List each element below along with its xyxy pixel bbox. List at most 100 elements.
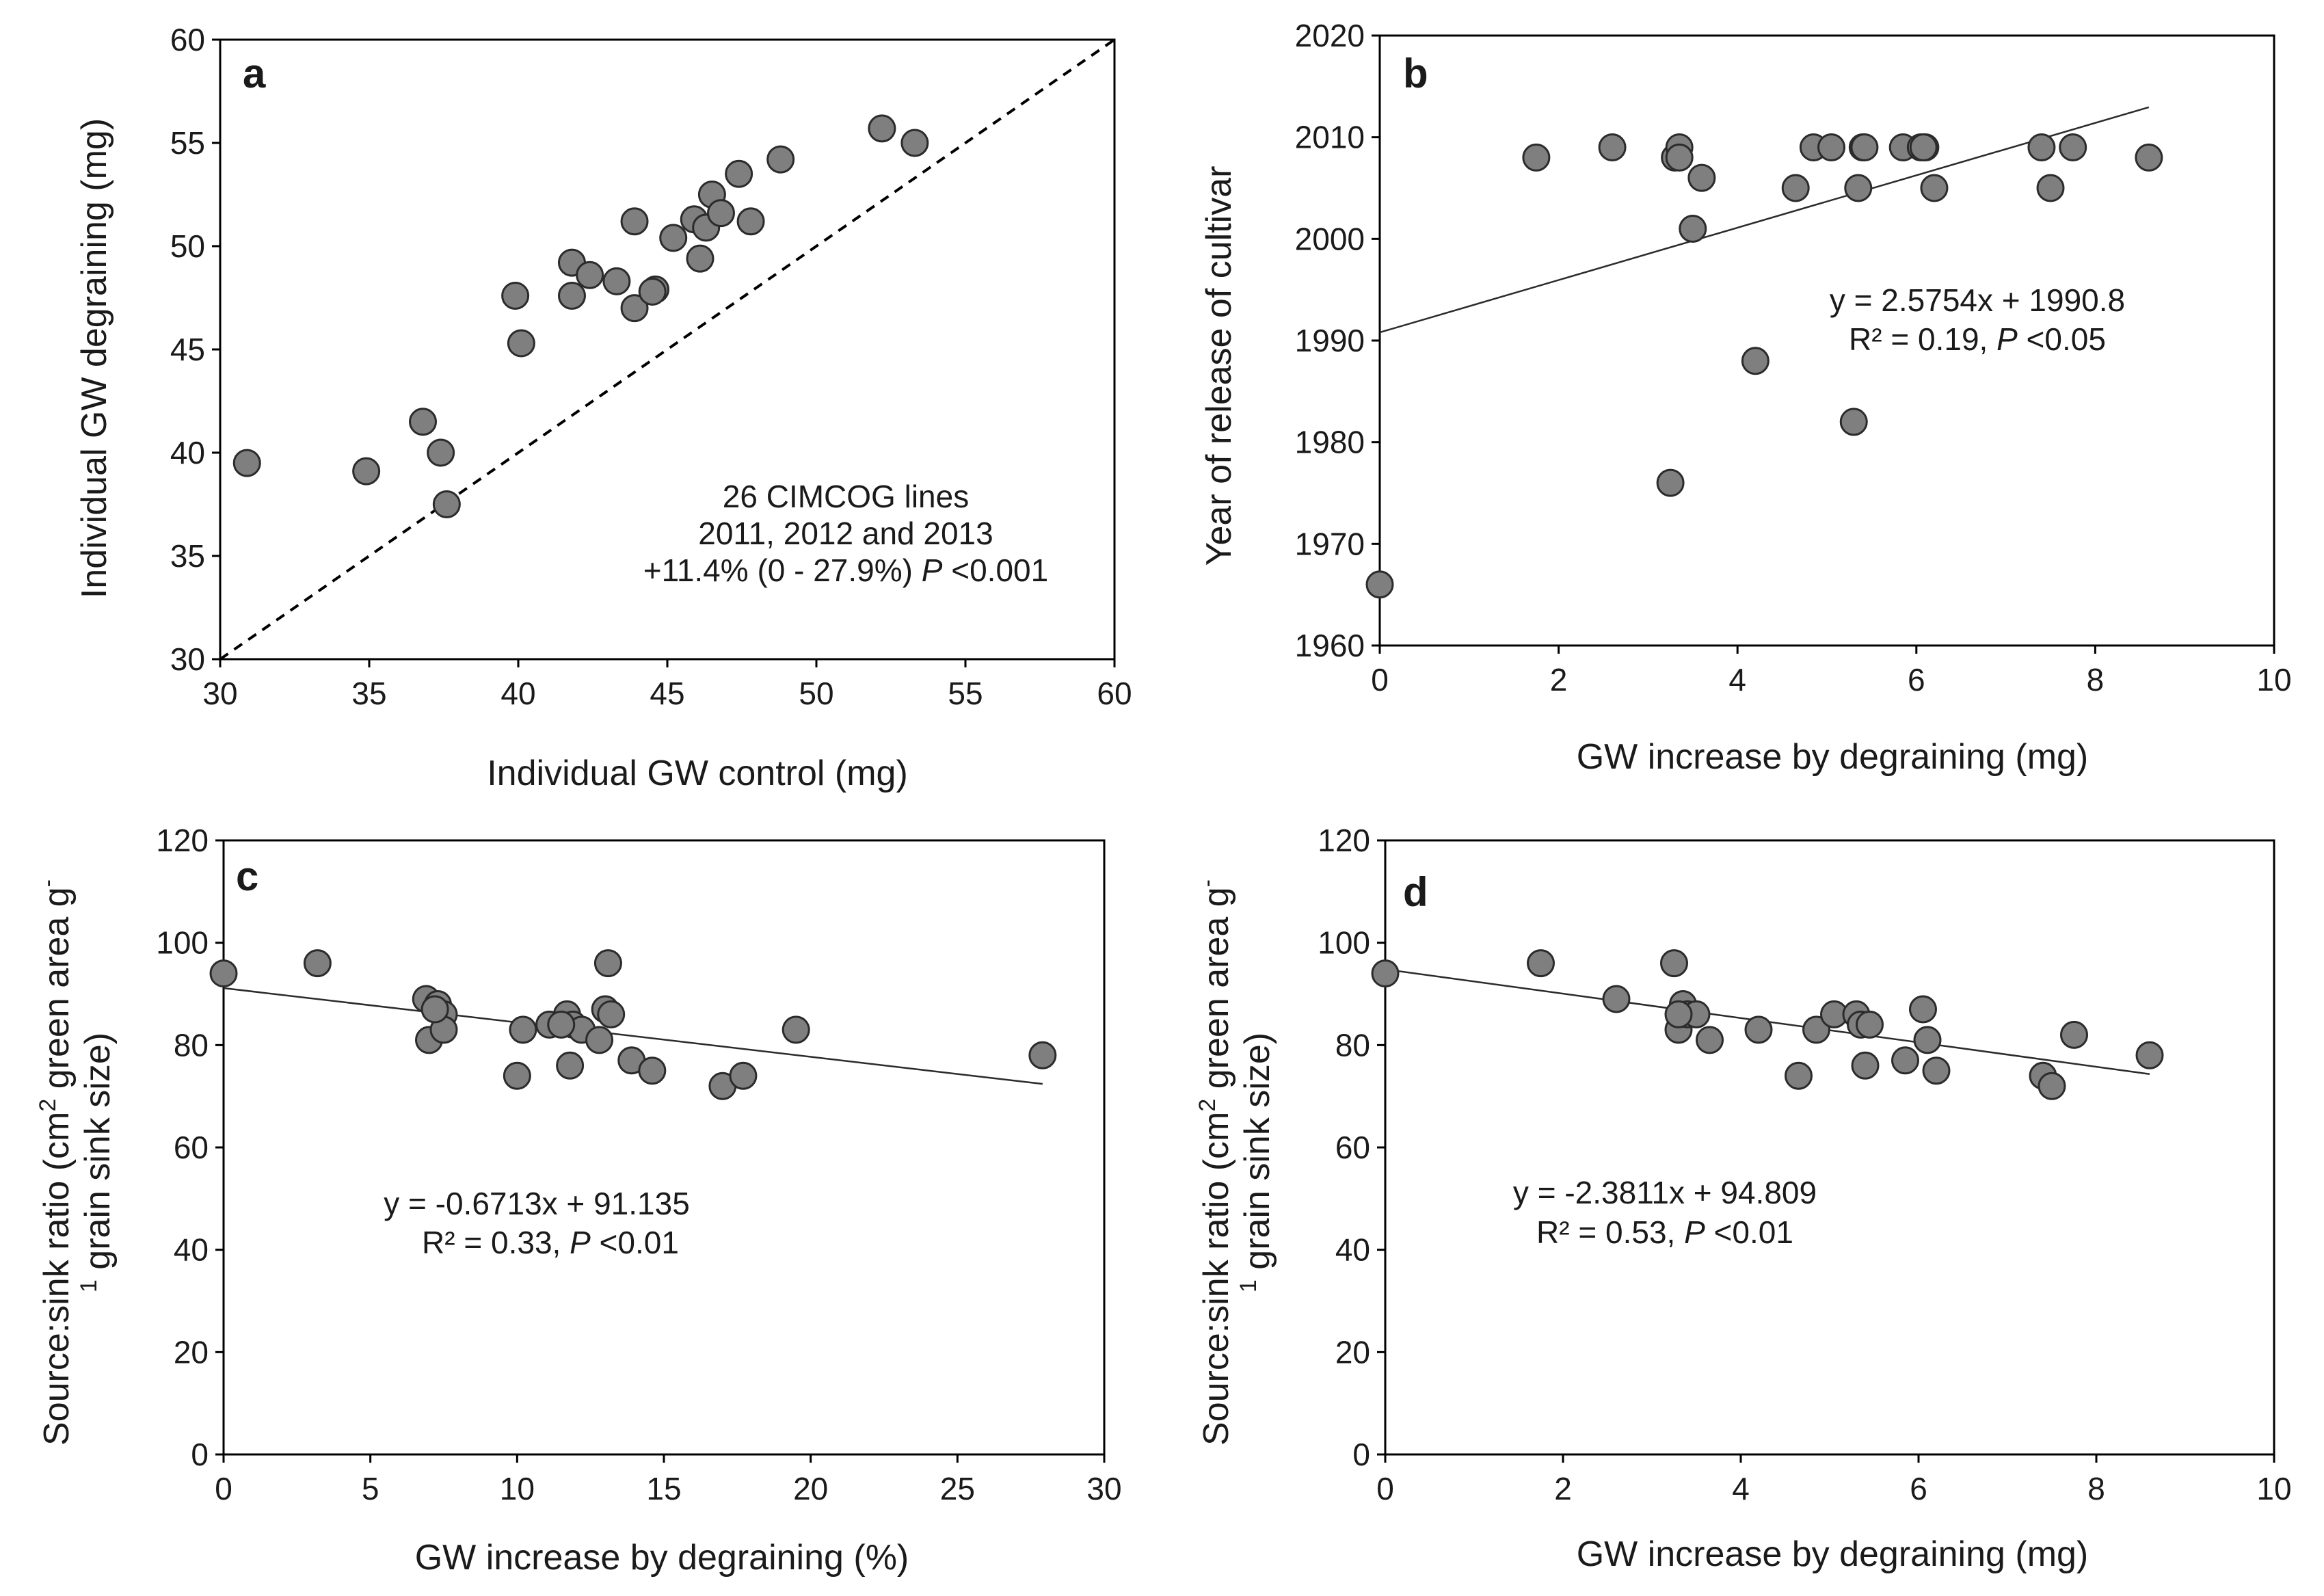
panel-d-data-point [1851,1051,1880,1080]
panel-a-data-point [766,145,795,174]
panel-a-data-point [620,294,649,323]
panel-a-data-point [736,207,765,236]
panel-a-data-point [432,490,461,518]
panel-a-x-tick-label: 30 [202,676,237,711]
panel-a-data-point [686,244,714,273]
panel-c-data-point [585,1026,614,1054]
panel-c-y-tick-label: 20 [174,1334,209,1370]
panel-b-x-tick-label: 8 [2087,662,2105,697]
panel-b-trendline [1379,106,2150,334]
panel-d-equation: y = -2.3811x + 94.809 [1513,1175,1817,1210]
panel-c-y-tick-label: 80 [174,1027,209,1063]
panel-b-data-point [1909,133,1938,162]
panel-b-y-tick-label: 1960 [1295,628,1365,663]
panel-a-data-point [659,224,688,252]
panel-c-x-tick-label: 30 [1086,1471,1121,1506]
panel-d-data-point [1785,1061,1813,1090]
panel-d-letter: d [1403,869,1428,915]
panel-b-data-point [1522,143,1551,172]
panel-d-xlabel: GW increase by degraining (mg) [1577,1534,2089,1574]
panel-b-x-tick-label: 4 [1728,662,1746,697]
panel-a-y-tick-label: 60 [170,22,205,57]
panel-c-y-tick-label: 60 [174,1130,209,1165]
panel-a-data-point [507,329,535,358]
panel-d-x-tick-label: 6 [1910,1471,1927,1506]
panel-b-x-tick-label: 6 [1908,662,1925,697]
panel-d-data-point [1744,1015,1773,1044]
panel-b-ylabel: Year of release of cultivar [1199,166,1239,566]
panel-d-y-tick-label: 20 [1335,1334,1370,1370]
panel-b-y-tick-label: 1970 [1295,526,1365,561]
panel-c-x-tick-label: 20 [793,1471,828,1506]
panel-a-letter: a [243,51,266,96]
panel-d-data-point [2038,1072,2066,1100]
panel-b-data-point [1817,133,1846,162]
panel-d-y-tick-label: 100 [1318,925,1370,961]
panel-d-x-tick-label: 0 [1376,1471,1394,1506]
panel-b-stats: R² = 0.19, P <0.05 [1849,321,2106,357]
panel-a-data-point [576,261,604,289]
panel-c-x-tick-label: 25 [940,1471,975,1506]
panel-b-data-point [1365,570,1394,599]
panel-a-annotation-line3: +11.4% (0 - 27.9%) P <0.001 [643,553,1048,588]
panel-d-data-point [1909,995,1937,1024]
panel-a-data-point [638,277,667,306]
panel-c-y-tick-label: 120 [156,823,209,858]
panel-b-data-point [2036,174,2065,202]
panel-c-equation: y = -0.6713x + 91.135 [384,1186,690,1221]
panel-d-y-tick-label: 80 [1335,1027,1370,1063]
panel-c-stats: R² = 0.33, P <0.01 [422,1225,679,1260]
panel-a-xlabel: Individual GW control (mg) [487,754,908,793]
panel-b-data-point [1850,133,1879,162]
panel-a-annotation-line1: 26 CIMCOG lines [723,479,969,514]
panel-d-data-point [1856,1010,1884,1039]
panel-d-data-point [1602,985,1631,1013]
panel-a-data-point [557,281,586,310]
panel-a: Individual GW degraining (mg) Individual… [75,22,1132,793]
panel-b-data-point [1844,174,1873,202]
panel-b-x-tick-label: 0 [1371,662,1389,697]
panel-c-x-tick-label: 10 [500,1471,535,1506]
panel-c-data-point [503,1061,531,1090]
panel-c-x-tick-label: 15 [646,1471,681,1506]
panel-d-data-point [1371,959,1400,988]
panel-b-y-tick-label: 2000 [1295,221,1365,256]
panel-d-data-point [1891,1046,1919,1075]
panel-d-y-tick-label: 40 [1335,1232,1370,1268]
panel-a-data-point [501,281,530,310]
panel-a-ylabel: Individual GW degraining (mg) [75,118,114,598]
panel-a-data-point [868,114,896,143]
panel-b-y-tick-label: 1980 [1295,425,1365,460]
panel-c-data-point [593,949,622,978]
panel-d-x-tick-label: 2 [1554,1471,1572,1506]
panel-d-ylabel-line1: Source:sink ratio (cm2 green area g- [1194,879,1236,1446]
panel-a-x-tick-label: 35 [351,676,386,711]
panel-c-y-tick-label: 0 [191,1437,209,1472]
panel-c-letter: c [236,853,258,899]
panel-a-data-point [427,438,455,467]
panel-c-plot-frame [222,839,1106,1456]
panel-c-ylabel-line2: 1 grain sink size) [76,1033,118,1292]
panel-c-data-point [547,1010,576,1039]
panel-b-data-point [1665,143,1694,172]
panel-a-y-tick-label: 30 [170,641,205,677]
panel-a-data-point [602,267,631,295]
panel-c-data-point [509,1015,537,1044]
panel-a-data-point [408,408,437,436]
panel-c-y-tick-label: 100 [156,925,209,961]
panel-d-data-point [1913,1026,1942,1054]
panel-c-data-point [209,959,238,988]
panel-d-data-point [1922,1056,1951,1085]
panel-a-x-tick-label: 40 [500,676,535,711]
panel-a-x-tick-label: 45 [650,676,684,711]
panel-a-one-to-one-line [219,38,1116,661]
panel-b-plot-frame [1378,34,2275,647]
panel-b: Year of release of cultivar GW increase … [1199,18,2292,777]
panel-b-x-tick-label: 10 [2256,662,2291,697]
panel-b-data-point [2059,133,2087,162]
panel-b-data-point [1679,214,1707,243]
panel-a-data-point [706,199,735,228]
panel-a-x-tick-label: 50 [799,676,833,711]
panel-c-y-tick-label: 40 [174,1232,209,1268]
panel-c-x-tick-label: 5 [362,1471,379,1506]
